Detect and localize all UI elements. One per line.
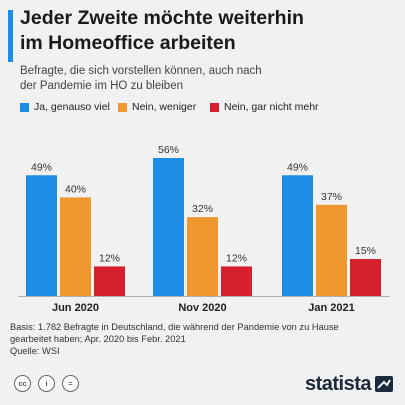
legend-label-3: Nein, gar nicht mehr xyxy=(224,101,319,113)
bar-2-2 xyxy=(187,217,218,296)
legend-item-2: Nein, weniger xyxy=(118,100,196,114)
chart-title: Jeder Zweite möchte weiterhin im Homeoff… xyxy=(20,6,400,56)
bar-3-3 xyxy=(350,259,381,296)
no-derivatives-icon[interactable]: = xyxy=(62,375,79,392)
category-label-3: Jan 2021 xyxy=(308,302,354,314)
data-label-2-3: 12% xyxy=(226,252,247,264)
legend-swatch-2 xyxy=(118,102,127,112)
bar-3-2 xyxy=(316,204,347,296)
cc-icon[interactable]: cc xyxy=(14,375,31,392)
category-label-1: Jun 2020 xyxy=(52,302,99,314)
legend-item-3: Nein, gar nicht mehr xyxy=(210,100,319,114)
chart-subtitle-line-1: Befragte, die sich vorstellen können, au… xyxy=(20,65,262,77)
bar-1-3 xyxy=(94,266,125,296)
legend-item-1: Ja, genauso viel xyxy=(20,100,110,114)
chart-legend: Ja, genauso viel Nein, weniger Nein, gar n… xyxy=(20,100,400,116)
data-label-3-1: 49% xyxy=(287,161,308,173)
data-label-1-2: 40% xyxy=(65,183,86,195)
chart-title-line-1: Jeder Zweite möchte weiterhin xyxy=(20,7,304,29)
chart-subtitle-line-2: der Pandemie im HO zu bleiben xyxy=(20,80,183,92)
data-label-3-3: 15% xyxy=(355,245,376,257)
legend-swatch-1 xyxy=(20,102,29,112)
chart-title-line-2: im Homeoffice arbeiten xyxy=(20,32,236,54)
source-note: Quelle: WSI xyxy=(10,346,60,356)
footer: cc i = statista xyxy=(0,366,405,401)
title-accent-bar xyxy=(8,10,13,62)
basis-note-line-1: Basis: 1.782 Befragte in Deutschland, di… xyxy=(10,322,339,332)
basis-note-line-2: gearbeitet haben; Apr. 2020 bis Febr. 20… xyxy=(10,334,186,344)
chart-notes: Basis: 1.782 Befragte in Deutschland, di… xyxy=(10,321,400,357)
legend-label-2: Nein, weniger xyxy=(132,101,197,113)
data-label-2-2: 32% xyxy=(192,203,213,215)
bar-3-1 xyxy=(282,175,313,296)
data-label-1-1: 49% xyxy=(31,161,52,173)
data-label-3-2: 37% xyxy=(321,191,342,203)
bar-2-3 xyxy=(221,266,252,296)
legend-swatch-3 xyxy=(210,102,219,112)
statista-logo[interactable]: statista xyxy=(305,372,393,396)
bar-1-2 xyxy=(60,197,91,296)
data-label-2-1: 56% xyxy=(158,144,179,156)
legend-label-1: Ja, genauso viel xyxy=(34,101,110,113)
category-label-2: Nov 2020 xyxy=(178,302,226,314)
data-label-1-3: 12% xyxy=(99,252,120,264)
attribution-icon[interactable]: i xyxy=(38,375,55,392)
bar-1-1 xyxy=(26,175,57,296)
bar-chart: 49% 40% 12% Jun 2020 56% 32% 12% Nov 2020 49% 37%… xyxy=(18,144,390,314)
chart-subtitle: Befragte, die sich vorstellen können, au… xyxy=(20,64,400,94)
statista-logo-text: statista xyxy=(304,372,372,395)
bar-2-1 xyxy=(153,158,184,296)
statista-logo-mark-icon xyxy=(375,376,393,392)
